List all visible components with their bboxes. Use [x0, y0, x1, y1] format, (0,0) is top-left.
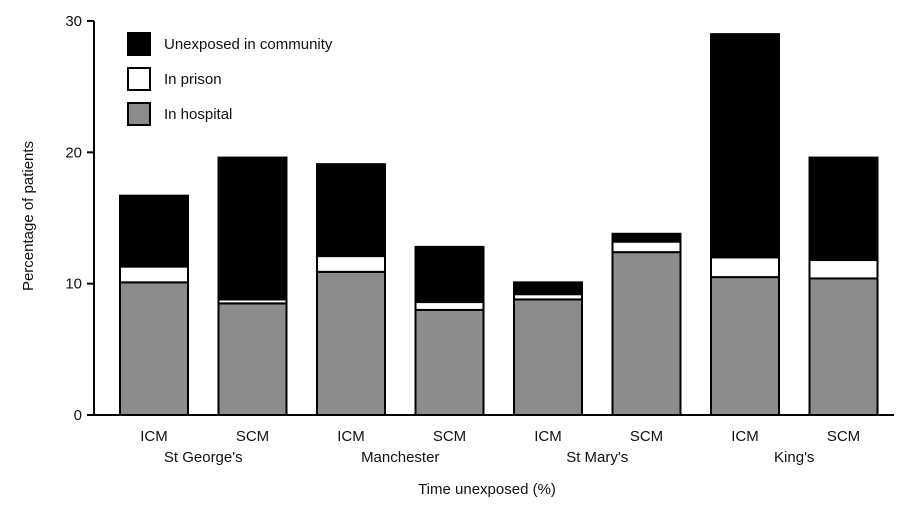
bar-segment	[710, 256, 780, 279]
bar-segment	[119, 281, 189, 416]
bar-segment	[808, 259, 879, 280]
bar-segment	[513, 281, 583, 296]
y-tick-label: 0	[74, 407, 82, 424]
legend: Unexposed in community In prison In hospit…	[127, 32, 333, 126]
axes: 0 10 20 30 ICM SCM ICM SCM ICM SCM ICM SCM St George…	[65, 13, 894, 466]
legend-label: Unexposed in community	[164, 36, 333, 53]
bar-segment	[710, 276, 780, 416]
x-tick-label: SCM	[236, 428, 269, 445]
bar-segment	[119, 194, 189, 268]
bar-segment	[710, 33, 780, 259]
bar-segment	[119, 265, 189, 284]
bar-segment	[808, 156, 879, 262]
group-label: St George's	[164, 449, 243, 466]
x-tick-label: SCM	[433, 428, 466, 445]
bar-segment	[414, 308, 485, 416]
group-label: King's	[774, 449, 814, 466]
x-tick-label: ICM	[337, 428, 365, 445]
y-tick-label: 30	[65, 13, 82, 30]
x-tick-label: SCM	[827, 428, 860, 445]
x-axis-label: Time unexposed (%)	[418, 481, 556, 498]
bar-segment	[513, 298, 583, 416]
bars	[119, 33, 879, 417]
bar-segment	[217, 156, 288, 301]
bar-segment	[316, 270, 386, 417]
legend-swatch	[127, 102, 151, 126]
bar-segment	[217, 302, 288, 416]
x-tick-label: ICM	[731, 428, 759, 445]
x-tick-label: ICM	[534, 428, 562, 445]
bar-segment	[414, 245, 485, 304]
legend-label: In hospital	[164, 106, 232, 123]
y-axis-label: Percentage of patients	[20, 141, 37, 291]
bar-segment	[611, 232, 682, 243]
bar-segment	[316, 163, 386, 258]
bar-segment	[808, 277, 879, 416]
bar-segment	[316, 255, 386, 273]
legend-label: In prison	[164, 71, 222, 88]
y-tick-label: 20	[65, 144, 82, 161]
y-tick-label: 10	[65, 276, 82, 293]
bar-segment	[611, 251, 682, 416]
bar-segment	[414, 301, 485, 311]
legend-swatch	[127, 67, 151, 91]
group-label: Manchester	[361, 449, 439, 466]
legend-swatch	[127, 32, 151, 56]
bar-segment	[611, 240, 682, 254]
x-tick-label: ICM	[140, 428, 168, 445]
group-label: St Mary's	[566, 449, 628, 466]
x-tick-label: SCM	[630, 428, 663, 445]
